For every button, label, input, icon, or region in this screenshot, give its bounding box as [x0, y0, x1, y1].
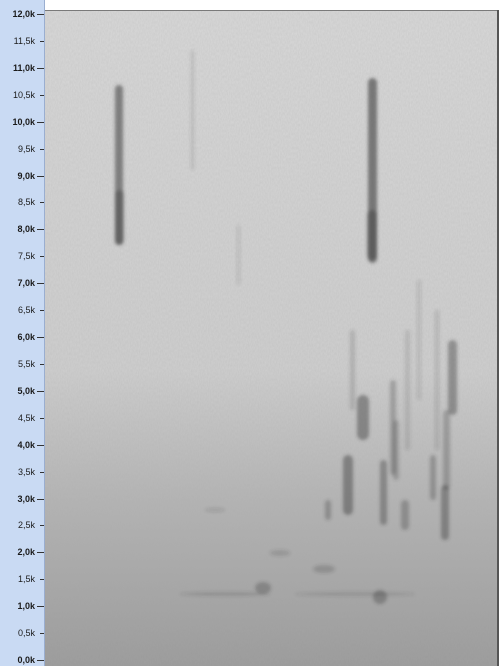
signal-streak [393, 420, 399, 480]
y-tick-mark [40, 364, 44, 365]
signal-streak [380, 460, 387, 525]
y-tick-mark [40, 579, 44, 580]
y-tick-mark [37, 283, 44, 284]
signal-streak [191, 50, 194, 170]
y-tick-label: 4,5k [17, 412, 35, 423]
y-tick-label: 6,5k [17, 305, 35, 316]
signal-streak [417, 280, 421, 400]
signal-streak [373, 590, 387, 604]
y-tick-label: 7,5k [17, 251, 35, 262]
plot-top-border [45, 10, 497, 11]
plot-right-border [497, 10, 499, 666]
y-tick-label: 1,5k [17, 574, 35, 585]
y-tick-label: 10,0k [12, 116, 35, 127]
spectrogram-canvas [45, 10, 497, 666]
y-tick-mark [40, 95, 44, 96]
signal-streak [435, 310, 439, 450]
y-tick-label: 0,0k [17, 655, 35, 665]
signal-streak [343, 455, 353, 515]
signal-streak [270, 550, 290, 556]
signal-streak [237, 225, 240, 285]
y-tick-label: 7,0k [17, 278, 35, 289]
y-tick-label: 8,0k [17, 224, 35, 235]
signal-streak [357, 395, 369, 440]
y-tick-mark [40, 149, 44, 150]
signal-streak [255, 582, 271, 594]
signal-streak [115, 190, 124, 245]
signal-streak [367, 210, 377, 260]
spectrogram-plot [45, 10, 497, 666]
y-tick-label: 9,5k [17, 143, 35, 154]
signal-streak [441, 485, 449, 540]
y-tick-mark [37, 391, 44, 392]
y-tick-label: 6,0k [17, 332, 35, 342]
y-tick-label: 2,5k [17, 520, 35, 531]
y-tick-label: 12,0k [12, 9, 35, 19]
y-tick-label: 9,0k [17, 170, 35, 181]
y-tick-label: 0,5k [17, 628, 35, 639]
y-tick-label: 1,0k [17, 601, 35, 612]
signal-streak [313, 565, 335, 573]
y-tick-mark [40, 418, 44, 419]
y-tick-mark [40, 633, 44, 634]
y-tick-label: 4,0k [17, 439, 35, 450]
spectrogram-noise [45, 10, 497, 666]
y-tick-label: 2,0k [17, 547, 35, 558]
signal-streak [205, 508, 225, 512]
y-tick-label: 5,0k [17, 385, 35, 396]
y-tick-mark [37, 176, 44, 177]
y-tick-label: 3,0k [17, 493, 35, 504]
y-tick-mark [40, 202, 44, 203]
signal-streak [350, 330, 355, 410]
y-tick-mark [37, 122, 44, 123]
signal-marks [115, 50, 457, 604]
signal-streak [448, 340, 457, 415]
signal-streak [405, 330, 410, 450]
y-tick-label: 5,5k [17, 358, 35, 369]
signal-streak [443, 410, 450, 490]
signal-streak [325, 500, 331, 520]
signal-streak [295, 592, 415, 596]
y-tick-mark [37, 68, 44, 69]
y-tick-mark [37, 445, 44, 446]
y-tick-mark [37, 229, 44, 230]
y-tick-mark [40, 310, 44, 311]
y-tick-mark [37, 337, 44, 338]
frequency-axis: 12,0k 11,5k 11,0k 10,5k 10,0k 9,5k 9,0k 8,5k 8,0… [0, 0, 45, 666]
y-tick-label: 11,5k [13, 35, 35, 46]
y-tick-label: 3,5k [17, 466, 35, 477]
signal-streak [430, 455, 436, 500]
y-tick-mark [37, 499, 44, 500]
signal-streak [401, 500, 409, 530]
signal-streak [180, 592, 270, 596]
y-tick-mark [40, 525, 44, 526]
y-tick-label: 10,5k [12, 89, 35, 100]
y-tick-mark [40, 472, 44, 473]
y-tick-mark [37, 14, 44, 15]
y-tick-label: 8,5k [17, 197, 35, 208]
y-tick-mark [37, 660, 44, 661]
y-tick-mark [40, 41, 44, 42]
y-tick-mark [37, 552, 44, 553]
y-tick-mark [40, 256, 44, 257]
y-tick-label: 11,0k [12, 62, 35, 73]
y-tick-mark [37, 606, 44, 607]
